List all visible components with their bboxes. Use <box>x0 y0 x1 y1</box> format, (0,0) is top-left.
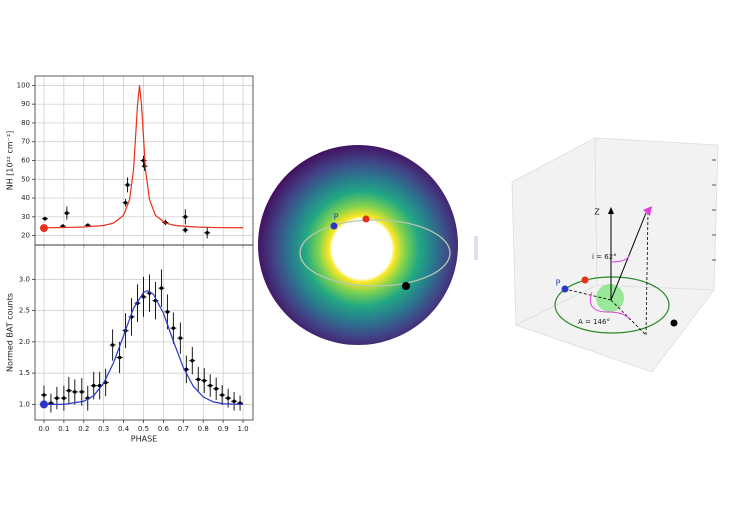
phase-zero-point <box>362 215 370 223</box>
data-point <box>125 183 130 187</box>
star <box>596 284 624 312</box>
plot-frame <box>34 244 254 421</box>
data-point <box>202 378 207 383</box>
y-tick-label: 80 <box>21 119 30 127</box>
star <box>336 223 390 277</box>
x-tick-label: 0.8 <box>198 425 209 433</box>
x-tick-label: 0.6 <box>158 425 170 433</box>
y-tick-label: 1.0 <box>19 400 30 408</box>
data-point <box>190 358 195 363</box>
z-arrow <box>608 207 614 214</box>
x-tick-label: 0.1 <box>58 425 69 433</box>
data-point <box>196 377 201 382</box>
x-tick-label: 0.4 <box>118 425 130 433</box>
data-point <box>43 216 47 221</box>
fit-curve <box>43 289 244 405</box>
y-axis-label: NH [10²² cm⁻²] <box>6 131 15 191</box>
light-curves: 20 30 40 50 60 70 80 90 100 NH [10²² cm⁻²] 1.0 1.5 2… <box>6 75 254 444</box>
observer-point <box>402 282 410 290</box>
data-point <box>141 295 146 299</box>
phase-marker <box>39 400 48 409</box>
observer-point <box>670 319 678 327</box>
phase-zero-point <box>581 276 589 284</box>
line-of-apsides <box>564 288 612 301</box>
data-point <box>79 390 84 394</box>
x-axis-label: PHASE <box>131 435 157 444</box>
data-point <box>220 393 224 397</box>
data-point <box>110 343 115 347</box>
orbit <box>554 276 670 334</box>
fit-curve <box>43 85 244 229</box>
x-tick-label: 0.3 <box>98 425 109 433</box>
data-point <box>73 390 77 394</box>
orbit-3d: Z i = 62° A = 146° P <box>511 137 719 373</box>
y-tick-label: 40 <box>21 194 30 202</box>
y-tick-label: 2.5 <box>19 307 30 315</box>
data-point <box>117 355 122 360</box>
y-tick-label: 90 <box>21 100 30 108</box>
data-point <box>178 336 183 340</box>
data-point <box>123 200 128 205</box>
floor-pane <box>514 284 715 373</box>
y-tick-label: 100 <box>17 81 30 89</box>
y-tick-label: 20 <box>21 232 30 240</box>
data-point <box>183 215 188 219</box>
data-point <box>208 383 212 388</box>
data-point <box>65 211 69 215</box>
x-tick-label: 1.0 <box>237 425 248 433</box>
y-tick-label: 30 <box>21 213 30 221</box>
z-label: Z <box>594 208 600 217</box>
azimuth-arc <box>589 291 631 321</box>
azimuth-label: A = 146° <box>578 318 610 326</box>
y-tick-label: 1.5 <box>19 369 30 377</box>
x-tick-label: 0.9 <box>218 425 229 433</box>
y-tick-label: 50 <box>21 175 30 183</box>
data-point <box>55 396 59 400</box>
data-point <box>205 230 210 235</box>
data-point <box>183 228 188 232</box>
projection <box>645 211 649 336</box>
data-point <box>232 399 236 404</box>
data-point <box>226 396 230 400</box>
data-point <box>214 386 218 391</box>
periastron-point <box>330 222 338 230</box>
data-point <box>67 388 71 393</box>
periastron-point <box>561 285 569 293</box>
data-point <box>165 310 170 314</box>
periastron-label: P <box>556 279 561 288</box>
inclination-label: i = 62° <box>592 253 617 261</box>
orbit <box>299 219 451 287</box>
orbit-view: P <box>258 145 478 345</box>
y-tick-label: 2.0 <box>19 338 30 346</box>
x-tick-label: 0.7 <box>178 425 189 433</box>
x-tick-label: 0.5 <box>138 425 149 433</box>
data-point <box>171 326 176 330</box>
data-point <box>159 286 164 290</box>
periastron-label: P <box>334 213 339 222</box>
y-tick-label: 60 <box>21 157 30 165</box>
y-tick-label: 70 <box>21 138 30 146</box>
x-tick-label: 0.2 <box>78 425 89 433</box>
y-tick-label: 3.0 <box>19 275 30 283</box>
inclination-arc <box>610 253 631 263</box>
projection <box>610 299 647 336</box>
phase-marker <box>39 224 48 233</box>
y-axis-label: Normed BAT counts <box>6 293 15 372</box>
x-tick-label: 0.0 <box>38 425 49 433</box>
data-point <box>62 396 66 400</box>
data-point <box>91 383 96 388</box>
sight-arrow <box>643 206 652 216</box>
colorbar-edge <box>474 236 478 260</box>
data-point <box>42 393 46 397</box>
